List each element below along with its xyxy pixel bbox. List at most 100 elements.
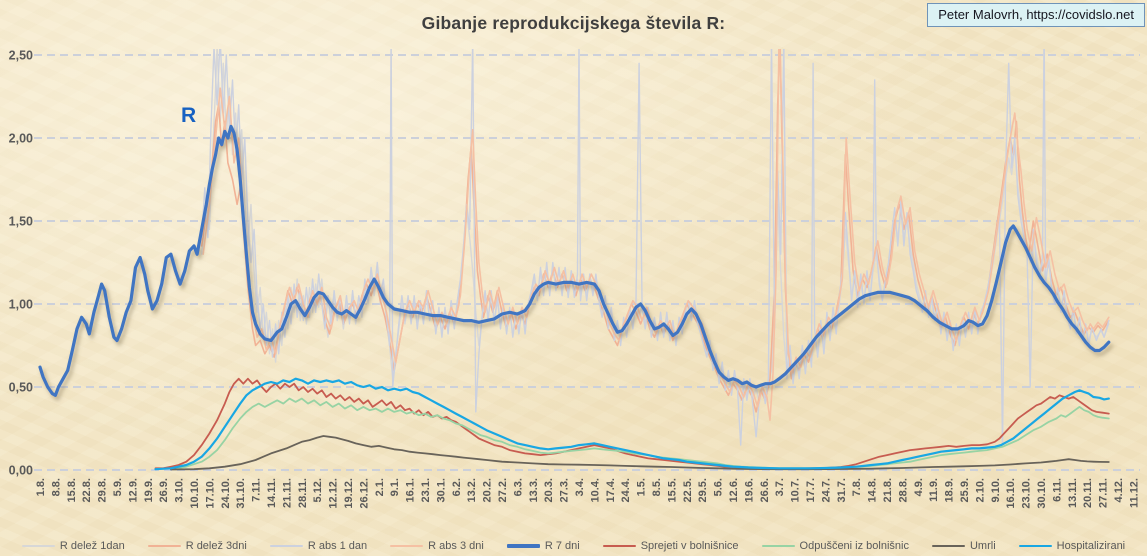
legend-line-swatch (931, 544, 965, 548)
series-line-r-abs-1-dan (200, 49, 1110, 446)
x-tick-label: 17.4. (605, 478, 617, 502)
legend-item-umrli: Umrli (931, 540, 996, 552)
x-tick-label: 3.10. (174, 478, 186, 502)
x-tick-label: 30.10. (1036, 478, 1048, 509)
x-tick-label: 16.10. (1005, 478, 1017, 509)
x-tick-label: 18.9. (944, 478, 956, 502)
x-tick-label: 6.2. (451, 478, 463, 496)
chart-title: Gibanje reprodukcijskega števila R: (421, 13, 726, 33)
x-tick-label: 6.3. (512, 478, 524, 496)
x-tick-label: 10.4. (589, 478, 601, 502)
x-tick-label: 24.7. (820, 478, 832, 502)
watermark-link[interactable]: Peter Malovrh, https://covidslo.net (927, 3, 1145, 27)
x-tick-label: 28.8. (897, 478, 909, 502)
x-tick-label: 2.1. (374, 478, 386, 496)
y-tick-label: 0,50 (9, 381, 33, 395)
x-tick-label: 7.11. (251, 478, 263, 502)
legend-label: R abs 1 dan (307, 540, 368, 552)
x-tick-label: 22.8. (81, 478, 93, 502)
x-tick-label: 24.4. (620, 478, 632, 502)
series-line-hospitalizirani (154, 377, 1110, 471)
x-tick-label: 9.10. (990, 478, 1002, 502)
legend-line-swatch (21, 544, 55, 548)
x-tick-label: 23.10. (1021, 478, 1033, 509)
x-tick-label: 8.5. (651, 478, 663, 496)
x-tick-label: 19.6. (743, 478, 755, 502)
x-tick-label: 12.6. (728, 478, 740, 502)
x-tick-label: 25.9. (959, 478, 971, 502)
x-tick-label: 19.9. (143, 478, 155, 502)
x-tick-label: 10.10. (189, 478, 201, 509)
legend-label: R delež 3dni (185, 540, 247, 552)
series-line-sprejeti-v-bolni-nice (154, 377, 1110, 470)
legend-label: R delež 1dan (59, 540, 125, 552)
x-tick-label: 27.11. (1098, 478, 1110, 508)
x-tick-label: 27.3. (559, 478, 571, 502)
x-tick-label: 28.11. (297, 478, 309, 508)
legend-item-r-7-dni: R 7 dni (506, 540, 580, 552)
chart-legend: R delež 1dan R delež 3dni R abs 1 dan R abs… (0, 540, 1147, 552)
x-tick-label: 17.10. (204, 478, 216, 509)
legend-line-swatch (147, 544, 181, 548)
legend-line-swatch (602, 544, 636, 548)
series-line-r-dele-1dan (200, 49, 1110, 405)
x-tick-label: 23.1. (420, 478, 432, 502)
x-tick-label: 26.6. (759, 478, 771, 502)
x-tick-label: 20.2. (482, 478, 494, 502)
y-axis-labels: 0,00 0,50 1,00 1,50 2,00 2,50 (9, 49, 33, 478)
x-tick-label: 21.11. (281, 478, 293, 508)
y-tick-label: 1,00 (9, 298, 33, 312)
x-tick-label: 3.7. (774, 478, 786, 496)
legend-item-sprejeti-v-bolni-nice: Sprejeti v bolnišnice (602, 540, 739, 552)
x-tick-label: 13.11. (1067, 478, 1079, 508)
legend-item-odpu-eni-iz-bolni-nic: Odpuščeni iz bolnišnic (761, 540, 909, 552)
legend-line-swatch (390, 544, 424, 548)
x-tick-label: 17.7. (805, 478, 817, 502)
legend-line-swatch (1018, 544, 1052, 548)
x-tick-label: 15.8. (66, 478, 78, 502)
x-tick-label: 27.2. (497, 478, 509, 502)
x-tick-label: 6.11. (1051, 478, 1063, 502)
x-tick-label: 22.5. (682, 478, 694, 502)
x-tick-label: 2.10. (974, 478, 986, 502)
x-tick-label: 15.5. (666, 478, 678, 502)
y-tick-label: 2,50 (9, 49, 33, 63)
gridlines (34, 54, 1140, 471)
legend-line-swatch (506, 544, 540, 548)
x-tick-label: 13.3. (528, 478, 540, 502)
series-line-odpu-eni-iz-bolni-nic (169, 397, 1110, 471)
x-tick-label: 5.12. (312, 478, 324, 502)
x-tick-label: 12.12. (328, 478, 340, 509)
legend-line-swatch (269, 544, 303, 548)
series-line-r-7-dni (38, 124, 1111, 397)
x-tick-label: 1.8. (35, 478, 47, 496)
x-tick-label: 11.9. (928, 478, 940, 502)
series-lines (38, 49, 1111, 471)
legend-label: Sprejeti v bolnišnice (640, 540, 739, 552)
x-tick-label: 20.3. (543, 478, 555, 502)
x-tick-label: 5.9. (112, 478, 124, 496)
x-tick-label: 29.8. (97, 478, 109, 502)
x-tick-label: 4.12. (1113, 478, 1125, 502)
legend-item-r-dele-1dan: R delež 1dan (21, 540, 125, 552)
x-tick-label: 13.2. (466, 478, 478, 502)
series-line-umrli (169, 435, 1110, 471)
x-tick-label: 14.8. (867, 478, 879, 502)
x-tick-label: 1.5. (636, 478, 648, 496)
legend-label: Hospitalizirani (1056, 540, 1126, 552)
series-line-r-dele-3dni (200, 49, 1110, 413)
x-tick-label: 26.12. (358, 478, 370, 509)
x-tick-label: 29.5. (697, 478, 709, 502)
x-tick-label: 10.7. (790, 478, 802, 502)
x-axis-labels: 1.8. 8.8. 15.8. 22.8. 29.8. 5.9. 12.9. 19.9. 26.… (35, 478, 1140, 509)
legend-label: Umrli (969, 540, 996, 552)
x-tick-label: 14.11. (266, 478, 278, 508)
x-tick-label: 31.7. (836, 478, 848, 502)
y-tick-label: 1,50 (9, 215, 33, 229)
series-line-r-abs-3-dni (202, 49, 1110, 422)
x-tick-label: 8.8. (50, 478, 62, 496)
x-tick-label: 4.9. (913, 478, 925, 496)
x-tick-label: 7.8. (851, 478, 863, 496)
